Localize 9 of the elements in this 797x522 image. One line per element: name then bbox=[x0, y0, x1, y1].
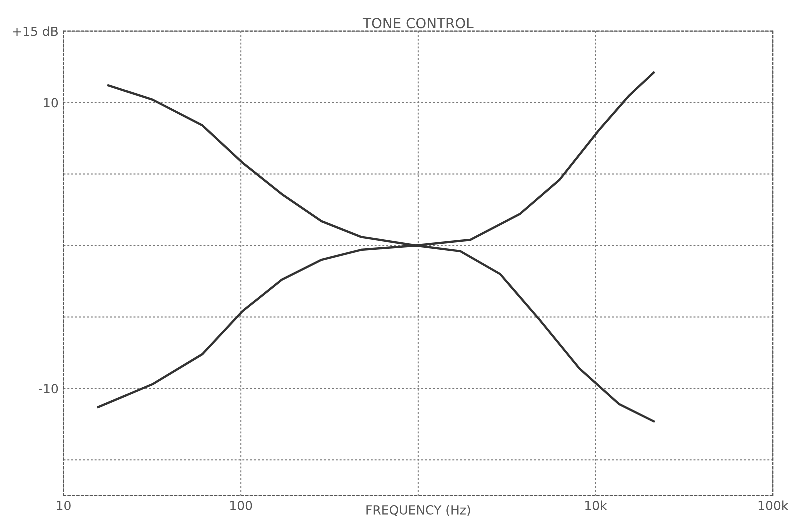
y-tick-label: -10 bbox=[39, 384, 58, 394]
chart-title: TONE CONTROL bbox=[362, 18, 474, 29]
y-tick-label: 10 bbox=[44, 98, 58, 108]
x-tick-label: 100k bbox=[758, 500, 789, 510]
x-axis-title: FREQUENCY (Hz) bbox=[366, 505, 470, 516]
x-tick-label: 10 bbox=[57, 500, 71, 510]
x-tick-label: 100 bbox=[230, 500, 252, 510]
y-tick-label: +15 dB bbox=[13, 26, 58, 36]
x-tick-label: 10k bbox=[586, 500, 608, 510]
